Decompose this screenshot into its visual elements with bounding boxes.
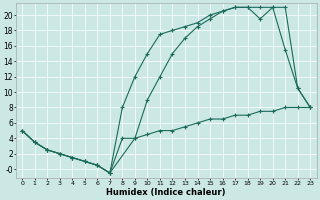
X-axis label: Humidex (Indice chaleur): Humidex (Indice chaleur) — [107, 188, 226, 197]
